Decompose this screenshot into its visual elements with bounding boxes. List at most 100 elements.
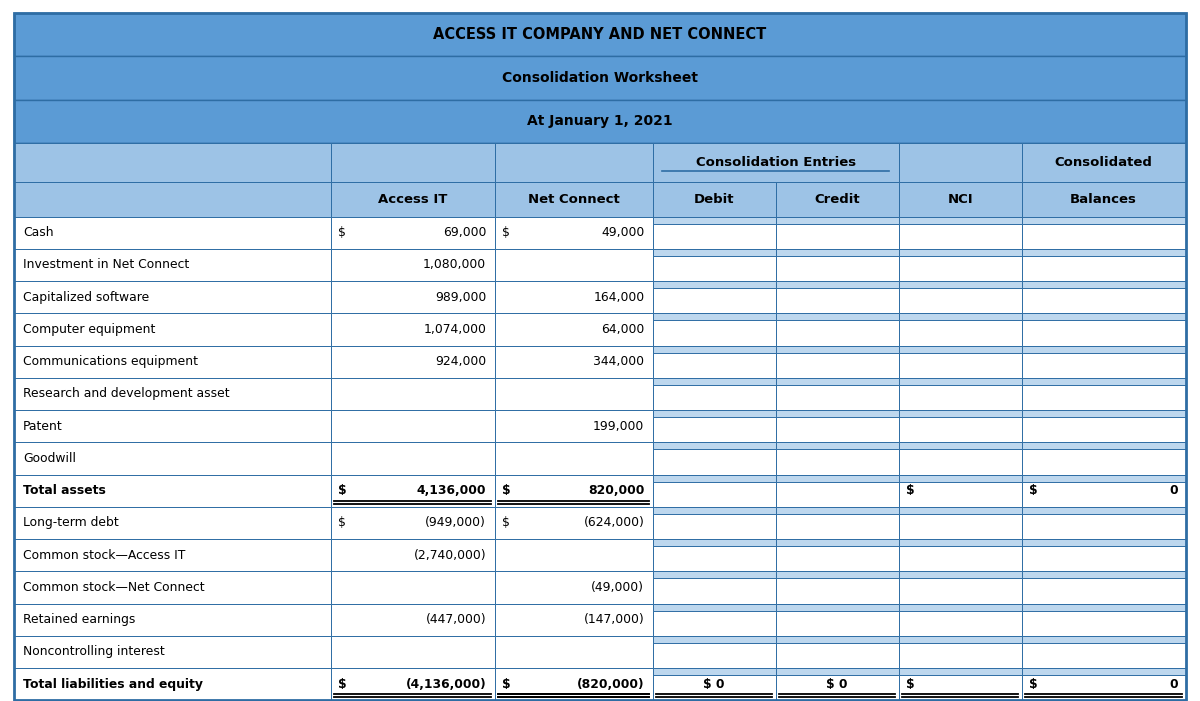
Bar: [331, 636, 494, 668]
Bar: [653, 281, 775, 288]
Bar: [775, 475, 899, 482]
Bar: [653, 571, 775, 578]
Bar: [899, 475, 1021, 507]
Bar: [653, 410, 775, 442]
Bar: [899, 668, 1021, 675]
Bar: [775, 539, 899, 546]
Bar: [331, 217, 494, 249]
Bar: [331, 604, 494, 636]
Bar: [494, 217, 653, 249]
Bar: [775, 636, 899, 643]
Bar: [331, 346, 494, 378]
Text: 924,000: 924,000: [436, 355, 486, 368]
Bar: [494, 507, 653, 539]
Bar: [1021, 442, 1186, 475]
Bar: [899, 143, 1021, 182]
Text: Common stock—Net Connect: Common stock—Net Connect: [23, 581, 204, 594]
Text: (949,000): (949,000): [425, 517, 486, 529]
Bar: [494, 143, 653, 182]
Text: $: $: [1028, 678, 1038, 690]
Bar: [653, 668, 775, 700]
Bar: [331, 668, 494, 700]
Text: Net Connect: Net Connect: [528, 193, 619, 205]
Text: (4,136,000): (4,136,000): [406, 678, 486, 690]
Bar: [331, 539, 494, 571]
Bar: [1021, 410, 1186, 417]
Bar: [653, 378, 775, 385]
Bar: [14, 378, 331, 410]
Bar: [653, 442, 775, 475]
Bar: [653, 636, 775, 668]
Bar: [899, 571, 1021, 604]
Bar: [899, 281, 1021, 313]
Text: Patent: Patent: [23, 420, 62, 433]
Bar: [1021, 281, 1186, 313]
Bar: [331, 182, 494, 217]
Bar: [1021, 571, 1186, 604]
Text: (447,000): (447,000): [426, 613, 486, 626]
Bar: [775, 507, 899, 539]
Bar: [14, 143, 331, 182]
Bar: [14, 604, 331, 636]
Bar: [899, 313, 1021, 320]
Bar: [899, 313, 1021, 346]
Text: (624,000): (624,000): [583, 517, 644, 529]
Bar: [653, 475, 775, 507]
Bar: [775, 571, 899, 578]
Bar: [653, 507, 775, 539]
Bar: [775, 604, 899, 636]
Bar: [775, 378, 899, 385]
Bar: [14, 313, 331, 346]
Bar: [494, 182, 653, 217]
Bar: [899, 539, 1021, 571]
Text: Goodwill: Goodwill: [23, 452, 76, 465]
Bar: [899, 249, 1021, 256]
Bar: [899, 636, 1021, 643]
Bar: [775, 604, 899, 611]
Bar: [1021, 378, 1186, 410]
Bar: [899, 378, 1021, 385]
Bar: [899, 442, 1021, 475]
Bar: [14, 442, 331, 475]
Bar: [899, 346, 1021, 378]
Text: $: $: [338, 517, 346, 529]
Bar: [494, 475, 653, 507]
Bar: [1021, 636, 1186, 643]
Bar: [1021, 313, 1186, 320]
Bar: [14, 100, 1186, 143]
Text: $: $: [502, 484, 510, 497]
Bar: [775, 442, 899, 449]
Text: $: $: [338, 484, 347, 497]
Bar: [1021, 475, 1186, 482]
Bar: [899, 604, 1021, 636]
Text: Long-term debt: Long-term debt: [23, 517, 119, 529]
Bar: [899, 249, 1021, 281]
Bar: [1021, 668, 1186, 675]
Bar: [1021, 249, 1186, 256]
Bar: [1021, 182, 1186, 217]
Bar: [899, 410, 1021, 417]
Bar: [775, 571, 899, 604]
Bar: [331, 571, 494, 604]
Bar: [331, 475, 494, 507]
Bar: [653, 143, 899, 182]
Text: Computer equipment: Computer equipment: [23, 323, 155, 336]
Bar: [14, 56, 1186, 100]
Bar: [1021, 442, 1186, 449]
Bar: [1021, 143, 1186, 182]
Bar: [1021, 636, 1186, 668]
Bar: [14, 539, 331, 571]
Text: $: $: [1028, 484, 1038, 497]
Bar: [331, 313, 494, 346]
Bar: [775, 668, 899, 700]
Bar: [899, 604, 1021, 611]
Text: Common stock—Access IT: Common stock—Access IT: [23, 549, 185, 562]
Bar: [653, 217, 775, 224]
Bar: [494, 442, 653, 475]
Bar: [1021, 217, 1186, 224]
Text: Capitalized software: Capitalized software: [23, 291, 149, 304]
Text: (147,000): (147,000): [583, 613, 644, 626]
Bar: [494, 249, 653, 281]
Bar: [899, 507, 1021, 514]
Bar: [899, 346, 1021, 353]
